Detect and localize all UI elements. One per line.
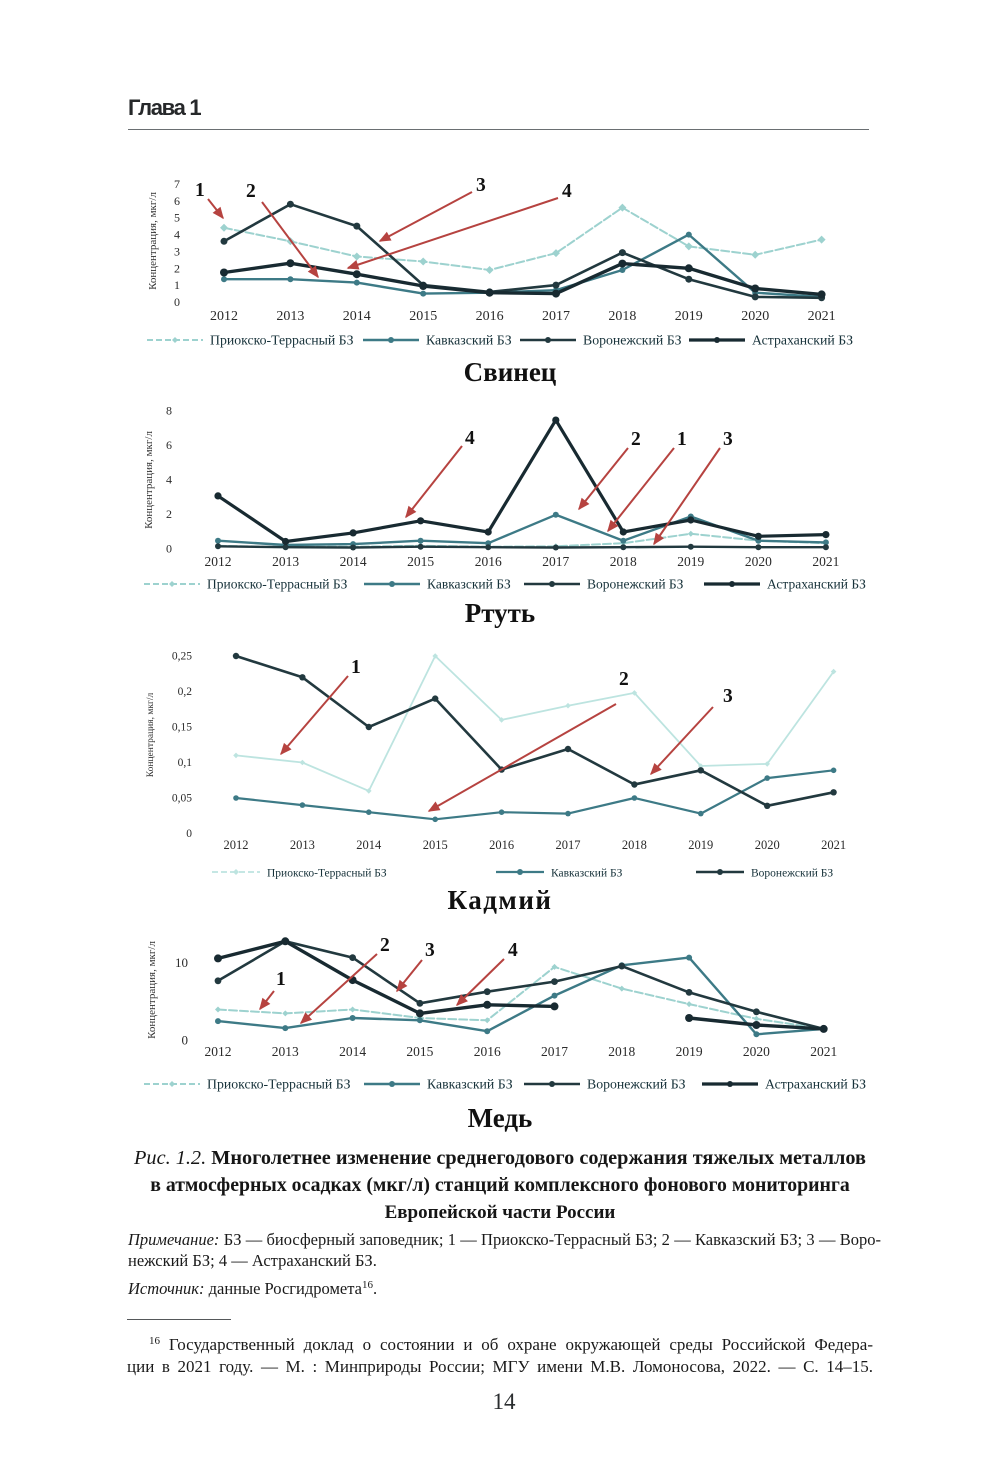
svg-text:2: 2 [619, 669, 629, 690]
svg-text:1: 1 [174, 278, 180, 292]
svg-text:2021: 2021 [812, 554, 839, 569]
svg-text:2021: 2021 [810, 1044, 837, 1059]
svg-text:1: 1 [195, 180, 205, 201]
svg-text:2019: 2019 [688, 838, 713, 852]
svg-text:4: 4 [508, 940, 518, 961]
svg-text:2: 2 [631, 429, 641, 450]
svg-text:0: 0 [182, 1033, 189, 1048]
svg-text:Воронежский БЗ: Воронежский БЗ [583, 333, 682, 348]
svg-text:2017: 2017 [556, 838, 581, 852]
svg-text:Концентрация, мкг/л: Концентрация, мкг/л [146, 941, 158, 1039]
svg-text:2020: 2020 [745, 554, 772, 569]
svg-text:1: 1 [351, 657, 361, 678]
svg-text:1: 1 [677, 429, 687, 450]
svg-text:2017: 2017 [542, 554, 569, 569]
svg-text:Астраханский БЗ: Астраханский БЗ [752, 333, 853, 348]
svg-text:3: 3 [476, 175, 486, 196]
svg-text:1: 1 [276, 969, 286, 990]
svg-text:2012: 2012 [224, 838, 249, 852]
svg-text:6: 6 [174, 194, 180, 208]
svg-text:2: 2 [246, 181, 256, 202]
svg-text:2013: 2013 [276, 309, 304, 324]
svg-text:Кавказский БЗ: Кавказский БЗ [426, 333, 512, 348]
svg-text:Воронежский БЗ: Воронежский БЗ [587, 577, 684, 592]
svg-text:0,25: 0,25 [172, 651, 192, 663]
svg-text:2015: 2015 [423, 838, 448, 852]
svg-text:2018: 2018 [608, 309, 636, 324]
svg-text:2017: 2017 [541, 1044, 568, 1059]
svg-text:2: 2 [380, 935, 390, 956]
svg-text:Кавказский БЗ: Кавказский БЗ [427, 1077, 513, 1092]
svg-text:2016: 2016 [476, 309, 504, 324]
svg-text:0: 0 [166, 541, 172, 555]
svg-text:2014: 2014 [356, 838, 382, 852]
svg-text:4: 4 [562, 181, 572, 202]
svg-text:Астраханский БЗ: Астраханский БЗ [767, 577, 866, 592]
svg-text:2015: 2015 [409, 309, 437, 324]
svg-text:Концентрация, мкг/л: Концентрация, мкг/л [147, 192, 159, 290]
svg-text:2: 2 [174, 261, 180, 275]
svg-text:2021: 2021 [808, 309, 836, 324]
svg-text:4: 4 [465, 428, 475, 449]
svg-text:8: 8 [166, 404, 172, 418]
svg-text:2018: 2018 [610, 554, 637, 569]
svg-text:2014: 2014 [339, 1044, 366, 1059]
svg-text:Концентрация, мкг/л: Концентрация, мкг/л [146, 692, 156, 777]
svg-text:2014: 2014 [343, 309, 371, 324]
svg-text:10: 10 [175, 955, 188, 970]
svg-text:2019: 2019 [676, 1044, 703, 1059]
svg-text:Концентрация, мкг/л: Концентрация, мкг/л [143, 431, 155, 529]
svg-text:2020: 2020 [741, 309, 769, 324]
svg-text:2013: 2013 [272, 554, 299, 569]
svg-text:2012: 2012 [210, 309, 238, 324]
svg-text:2015: 2015 [406, 1044, 433, 1059]
svg-text:0,2: 0,2 [178, 686, 193, 698]
svg-text:2019: 2019 [677, 554, 704, 569]
svg-text:7: 7 [174, 177, 180, 191]
svg-text:2012: 2012 [205, 554, 232, 569]
svg-text:4: 4 [166, 473, 172, 487]
svg-text:2020: 2020 [755, 838, 780, 852]
svg-text:2: 2 [166, 507, 172, 521]
svg-text:0: 0 [174, 295, 180, 309]
svg-text:2021: 2021 [821, 838, 846, 852]
svg-text:6: 6 [166, 438, 172, 452]
svg-text:2016: 2016 [475, 554, 502, 569]
svg-text:Кавказский БЗ: Кавказский БЗ [551, 868, 623, 880]
svg-text:3: 3 [723, 686, 733, 707]
svg-text:2016: 2016 [489, 838, 514, 852]
svg-text:Приокско-Террасный БЗ: Приокско-Террасный БЗ [267, 868, 387, 880]
svg-text:2015: 2015 [407, 554, 434, 569]
svg-text:2013: 2013 [290, 838, 315, 852]
svg-text:0,05: 0,05 [172, 793, 192, 805]
svg-text:2013: 2013 [272, 1044, 299, 1059]
svg-text:3: 3 [174, 244, 180, 258]
svg-text:Воронежский БЗ: Воронежский БЗ [587, 1077, 686, 1092]
svg-text:Приокско-Террасный БЗ: Приокско-Террасный БЗ [210, 333, 354, 348]
svg-text:Кавказский БЗ: Кавказский БЗ [427, 577, 511, 592]
svg-text:5: 5 [174, 211, 180, 225]
svg-text:3: 3 [425, 940, 435, 961]
svg-text:Астраханский БЗ: Астраханский БЗ [765, 1077, 866, 1092]
svg-text:Воронежский БЗ: Воронежский БЗ [751, 868, 833, 880]
svg-text:0,15: 0,15 [172, 722, 192, 734]
svg-text:3: 3 [723, 429, 733, 450]
svg-text:2018: 2018 [622, 838, 647, 852]
svg-text:2016: 2016 [474, 1044, 501, 1059]
svg-text:2020: 2020 [743, 1044, 770, 1059]
svg-text:2017: 2017 [542, 309, 570, 324]
svg-text:2019: 2019 [675, 309, 703, 324]
svg-text:4: 4 [174, 228, 180, 242]
svg-text:0: 0 [186, 828, 192, 840]
svg-text:2012: 2012 [205, 1044, 232, 1059]
svg-text:0,1: 0,1 [178, 757, 193, 769]
svg-text:Приокско-Террасный БЗ: Приокско-Террасный БЗ [207, 577, 348, 592]
svg-text:Приокско-Террасный БЗ: Приокско-Террасный БЗ [207, 1077, 351, 1092]
svg-text:2018: 2018 [608, 1044, 635, 1059]
svg-text:2014: 2014 [340, 554, 367, 569]
